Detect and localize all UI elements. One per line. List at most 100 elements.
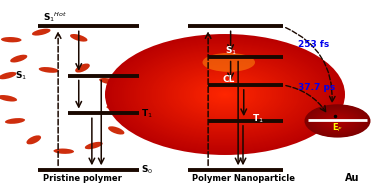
Circle shape [173,68,277,121]
Circle shape [209,86,241,103]
Circle shape [171,67,279,122]
Circle shape [319,112,356,130]
Circle shape [169,66,281,123]
Circle shape [163,63,287,126]
Circle shape [223,94,227,95]
Text: Au: Au [345,173,360,183]
Circle shape [191,77,259,112]
Circle shape [161,62,289,127]
Circle shape [326,115,350,127]
Circle shape [159,61,291,128]
Ellipse shape [75,64,90,73]
Circle shape [197,80,253,109]
Circle shape [316,110,358,132]
Circle shape [328,116,347,126]
Ellipse shape [108,126,124,135]
Circle shape [157,60,293,129]
Text: S$_1$$^{Hot}$: S$_1$$^{Hot}$ [189,12,214,26]
Circle shape [199,81,251,108]
Circle shape [115,39,335,150]
Circle shape [332,118,343,124]
Circle shape [185,74,265,115]
Circle shape [117,40,333,149]
Circle shape [335,120,340,122]
Circle shape [217,91,233,98]
Circle shape [109,36,341,153]
Circle shape [141,52,309,137]
Circle shape [213,88,237,101]
Circle shape [183,73,267,116]
Circle shape [155,59,295,130]
Text: E$_F$: E$_F$ [332,121,343,134]
Text: S$_1$: S$_1$ [15,69,27,82]
Circle shape [179,71,271,118]
Circle shape [336,120,339,122]
Text: Polymer Nanoparticle: Polymer Nanoparticle [192,174,295,183]
Circle shape [129,46,321,143]
Text: S$_1$: S$_1$ [225,45,237,57]
Ellipse shape [99,78,118,84]
Circle shape [127,45,323,144]
Text: S$_0$: S$_0$ [172,162,184,174]
Circle shape [147,55,303,134]
Text: CL: CL [222,75,235,84]
Ellipse shape [26,135,41,144]
Text: Pristine polymer: Pristine polymer [43,174,122,183]
Circle shape [201,82,249,107]
Circle shape [137,50,313,139]
Circle shape [331,118,344,124]
Circle shape [324,114,351,128]
Ellipse shape [5,118,25,124]
Ellipse shape [39,67,59,73]
Circle shape [105,34,345,155]
Circle shape [193,78,257,111]
Circle shape [314,109,361,133]
Circle shape [310,107,365,135]
Ellipse shape [10,55,27,63]
Circle shape [334,119,341,123]
Circle shape [195,79,255,110]
Circle shape [321,113,354,129]
Circle shape [304,104,370,138]
Circle shape [205,84,245,105]
Circle shape [207,85,243,104]
Ellipse shape [54,149,74,154]
Circle shape [143,53,307,136]
Circle shape [123,43,327,146]
Circle shape [153,58,297,131]
Circle shape [177,70,273,119]
Circle shape [111,37,339,152]
Circle shape [149,56,301,133]
Ellipse shape [32,29,51,36]
Circle shape [215,89,235,100]
Circle shape [327,115,348,126]
Circle shape [306,105,369,137]
Ellipse shape [0,95,17,101]
Circle shape [165,64,285,125]
Circle shape [311,108,364,134]
Ellipse shape [106,103,126,109]
Circle shape [313,109,362,133]
Circle shape [330,117,345,125]
Circle shape [167,65,283,124]
Circle shape [175,69,275,120]
Circle shape [323,114,352,128]
Circle shape [312,108,363,134]
Circle shape [119,41,331,148]
Circle shape [151,57,299,132]
Text: T$_1$: T$_1$ [141,107,152,120]
Circle shape [307,105,368,136]
Circle shape [318,111,357,131]
Circle shape [315,110,360,132]
Circle shape [219,91,231,98]
Circle shape [203,83,247,106]
Circle shape [145,54,305,135]
Circle shape [329,117,346,125]
Circle shape [309,107,366,135]
Circle shape [133,48,317,141]
Text: 253 fs: 253 fs [298,40,329,50]
Ellipse shape [202,53,255,72]
Text: S$_1$$^{Hot}$: S$_1$$^{Hot}$ [43,10,68,24]
Circle shape [333,119,342,123]
Circle shape [221,92,229,97]
